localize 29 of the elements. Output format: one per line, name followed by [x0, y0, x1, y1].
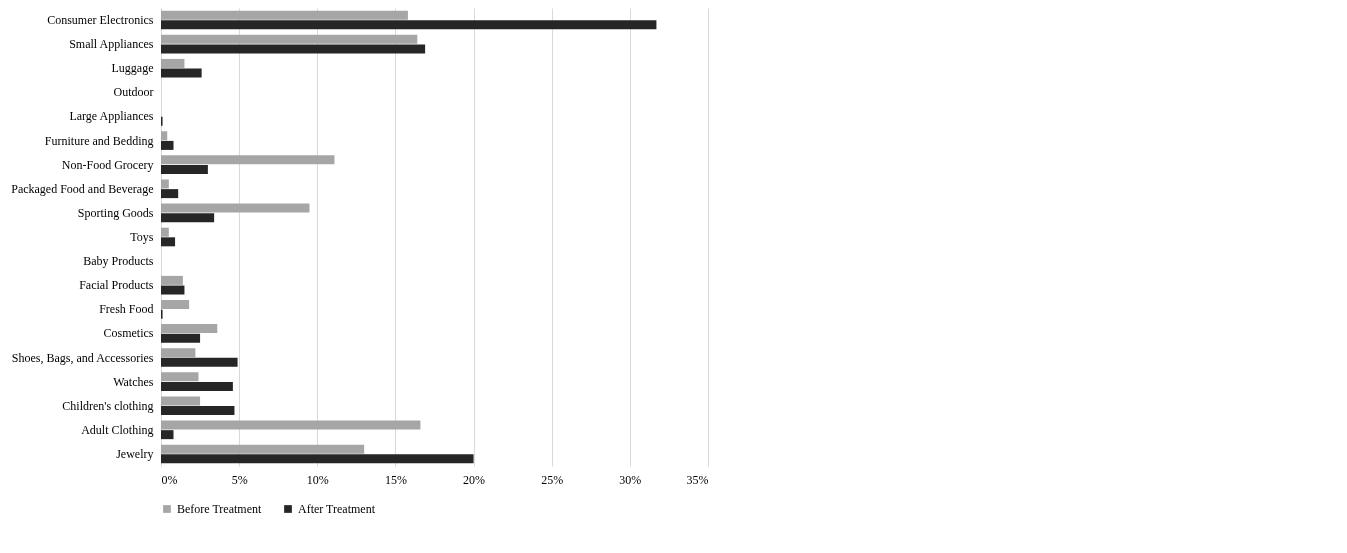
- x-tick-label: 5%: [231, 472, 248, 487]
- x-tick-label: 0%: [161, 472, 178, 487]
- y-tick-label: Furniture and Bedding: [44, 133, 154, 148]
- legend-label: Before Treatment: [177, 502, 262, 516]
- x-tick-label: 15%: [384, 472, 407, 487]
- y-tick-label: Outdoor: [113, 85, 154, 100]
- x-tick-label: 20%: [463, 472, 486, 487]
- x-tick-label: 10%: [306, 472, 329, 487]
- y-tick-label: Toys: [130, 230, 154, 244]
- y-tick-label: Baby Products: [83, 254, 154, 269]
- y-tick-label: Cosmetics: [103, 326, 154, 341]
- y-tick-label: Non-Food Grocery: [61, 157, 154, 172]
- y-tick-label: Watches: [113, 374, 154, 389]
- x-tick-label: 30%: [619, 472, 642, 487]
- x-tick-label: 35%: [686, 472, 709, 487]
- y-tick-label: Luggage: [111, 61, 154, 76]
- y-tick-label: Adult Clothing: [81, 422, 154, 437]
- x-tick-label: 25%: [541, 472, 564, 487]
- y-tick-label: Sporting Goods: [77, 205, 154, 220]
- legend-label: After Treatment: [298, 502, 376, 516]
- y-tick-label: Jewelry: [116, 446, 154, 461]
- y-tick-label: Small Appliances: [69, 37, 154, 52]
- y-tick-label: Consumer Electronics: [47, 13, 154, 28]
- y-tick-label: Shoes, Bags, and Accessories: [11, 350, 154, 365]
- y-tick-label: Children's clothing: [62, 398, 154, 413]
- y-tick-label: Facial Products: [79, 278, 154, 293]
- y-tick-label: Large Appliances: [69, 109, 154, 124]
- y-tick-label: Packaged Food and Beverage: [11, 181, 154, 196]
- y-tick-label: Fresh Food: [99, 302, 154, 317]
